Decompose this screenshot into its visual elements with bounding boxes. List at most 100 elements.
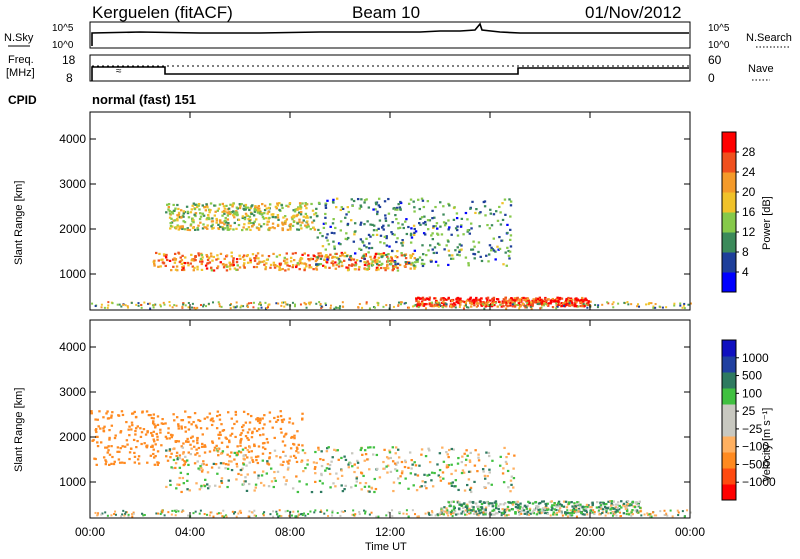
heatmap-cell [217,207,221,210]
heatmap-cell [488,468,491,471]
heatmap-cell [377,252,380,255]
heatmap-cell [223,223,226,226]
heatmap-cell [325,261,329,264]
heatmap-cell [225,265,229,268]
heatmap-cell [218,303,221,306]
heatmap-cell [451,481,455,484]
heatmap-cell [135,303,138,306]
heatmap-cell [259,434,262,437]
y-tick-label: 2000 [59,222,86,236]
heatmap-cell [583,513,586,516]
heatmap-cell [339,220,343,223]
heatmap-cell [456,299,459,302]
heatmap-cell [200,470,204,473]
heatmap-cell [291,224,295,227]
heatmap-cell [522,303,525,306]
heatmap-cell [368,490,371,493]
heatmap-cell [436,301,439,304]
heatmap-cell [423,484,427,488]
heatmap-cell [228,455,232,458]
heatmap-cell [543,298,547,301]
heatmap-cell [604,514,607,517]
heatmap-cell [235,305,238,308]
heatmap-cell [199,260,202,263]
heatmap-cell [194,424,198,427]
heatmap-cell [543,301,546,305]
heatmap-cell [506,305,509,308]
heatmap-cell [550,508,553,512]
heatmap-cell [480,511,483,514]
heatmap-cell [384,219,388,222]
heatmap-cell [447,482,451,485]
heatmap-cell [669,509,672,512]
heatmap-cell [519,502,522,505]
heatmap-cell [341,301,344,304]
heatmap-cell [229,304,232,307]
heatmap-cell [318,232,322,235]
heatmap-cell [387,252,390,256]
heatmap-cell [535,505,538,508]
heatmap-cell [338,307,341,310]
heatmap-cell [155,432,158,436]
heatmap-cell [198,488,202,491]
heatmap-cell [424,233,427,236]
heatmap-cell [258,210,262,213]
heatmap-cell [143,301,146,304]
heatmap-cell [417,300,420,303]
heatmap-cell [309,227,312,231]
heatmap-cell [255,265,259,269]
heatmap-cell [234,410,237,414]
heatmap-cell [250,511,253,514]
heatmap-cell [412,484,415,487]
heatmap-cell [243,266,246,269]
y-tick-label: 3000 [59,385,86,399]
heatmap-cell [159,305,162,308]
heatmap-cell [477,505,480,508]
heatmap-cell [142,514,145,517]
svg-text:≈: ≈ [116,66,122,77]
heatmap-cell [503,446,506,450]
heatmap-cell [497,510,501,513]
heatmap-cell [195,426,199,429]
heatmap-cell [449,303,453,306]
heatmap-cell [241,467,244,470]
heatmap-cell [238,206,242,210]
heatmap-cell [352,258,356,261]
heatmap-cell [208,450,212,453]
freq-label-1: Freq. [8,54,34,66]
heatmap-cell [287,462,290,465]
heatmap-cell [473,464,477,467]
heatmap-cell [239,433,242,437]
heatmap-cell [285,303,288,306]
heatmap-cell [304,467,307,470]
heatmap-cell [443,224,447,227]
heatmap-cell [513,305,517,308]
heatmap-cell [210,466,214,469]
heatmap-cell [581,513,585,516]
heatmap-cell [198,208,201,211]
heatmap-cell [257,418,260,421]
heatmap-cell [208,514,211,517]
heatmap-cell [235,206,239,209]
heatmap-cell [403,459,407,462]
heatmap-cell [469,511,472,514]
heatmap-cell [364,268,367,271]
heatmap-cell [177,425,180,428]
heatmap-cell [177,510,180,513]
heatmap-cell [187,451,190,454]
heatmap-cell [525,300,528,303]
heatmap-cell [358,207,361,210]
heatmap-cell [305,265,308,268]
heatmap-cell [239,441,242,444]
heatmap-cell [226,208,230,211]
heatmap-cell [309,266,313,269]
heatmap-cell [425,297,429,300]
heatmap-cell [292,454,296,458]
heatmap-cell [546,509,549,512]
heatmap-cell [180,510,183,513]
heatmap-cell [288,417,292,420]
heatmap-cell [682,304,685,307]
heatmap-cell [399,208,402,211]
heatmap-cell [230,417,233,420]
heatmap-cell [420,197,424,200]
